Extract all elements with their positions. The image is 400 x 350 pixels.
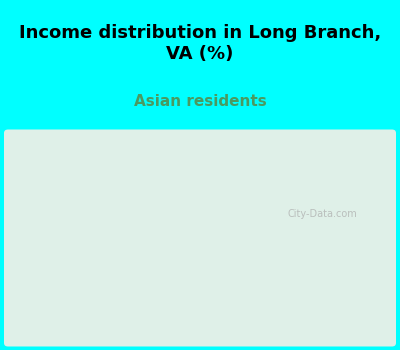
Text: > $200k: > $200k	[159, 192, 298, 224]
Wedge shape	[200, 208, 254, 228]
Text: $20k: $20k	[167, 285, 212, 317]
Wedge shape	[158, 228, 207, 282]
Text: $125k: $125k	[101, 263, 223, 278]
FancyBboxPatch shape	[4, 130, 396, 346]
Text: $75k: $75k	[120, 166, 229, 180]
Text: Income distribution in Long Branch,
VA (%): Income distribution in Long Branch, VA (…	[19, 25, 381, 63]
Text: $150k: $150k	[109, 179, 244, 195]
Text: $30k: $30k	[151, 252, 293, 262]
Text: $50k: $50k	[164, 147, 210, 170]
Text: $100k: $100k	[98, 217, 249, 251]
Wedge shape	[146, 173, 200, 238]
Text: $200k: $200k	[182, 282, 242, 311]
Wedge shape	[200, 228, 229, 278]
Text: $10k: $10k	[107, 193, 252, 213]
Text: City-Data.com: City-Data.com	[288, 209, 358, 219]
Wedge shape	[147, 228, 200, 262]
Wedge shape	[200, 173, 223, 228]
Text: Asian residents: Asian residents	[134, 94, 266, 110]
Wedge shape	[200, 228, 220, 281]
Wedge shape	[200, 188, 250, 228]
Wedge shape	[200, 221, 254, 273]
Wedge shape	[200, 178, 237, 228]
